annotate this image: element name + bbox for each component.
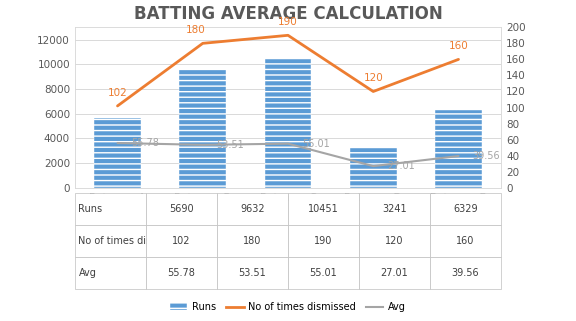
Title: BATTING AVERAGE CALCULATION: BATTING AVERAGE CALCULATION [134,5,442,23]
Bar [94,117,141,188]
Text: 27.01: 27.01 [387,161,415,171]
Bar [179,69,226,188]
Text: 180: 180 [186,25,206,35]
Text: 55.01: 55.01 [302,139,329,149]
Text: 55.78: 55.78 [131,138,160,148]
Bar [350,148,397,188]
Text: 160: 160 [449,41,468,51]
Text: 190: 190 [278,17,298,27]
Text: 53.51: 53.51 [217,140,244,150]
Text: 102: 102 [108,88,127,98]
Legend: Runs, No of times dismissed, Avg: Runs, No of times dismissed, Avg [166,298,410,316]
Text: 39.56: 39.56 [472,151,500,161]
Bar [435,110,482,188]
Text: 120: 120 [363,73,383,83]
Bar [264,59,312,188]
